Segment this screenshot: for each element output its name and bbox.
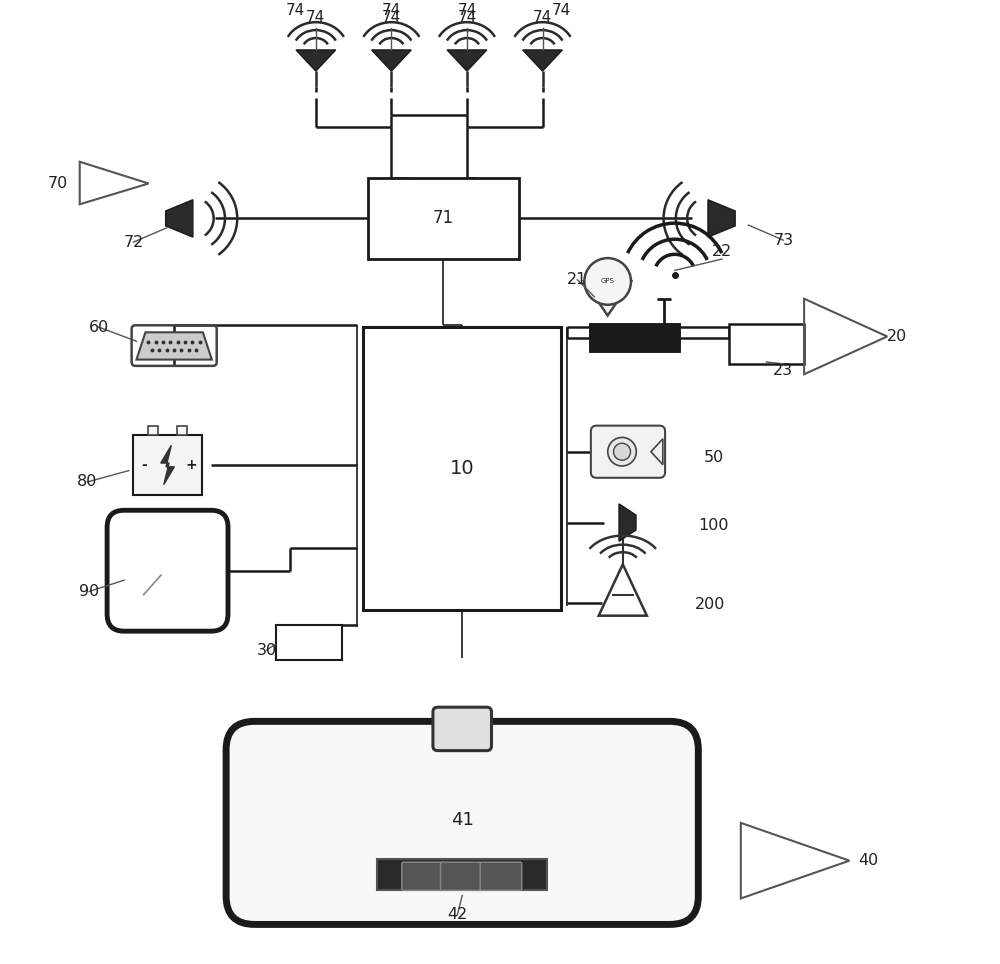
Circle shape: [614, 443, 631, 460]
FancyBboxPatch shape: [440, 862, 482, 891]
Text: 100: 100: [698, 518, 729, 533]
FancyBboxPatch shape: [591, 326, 679, 351]
FancyBboxPatch shape: [107, 510, 228, 631]
FancyBboxPatch shape: [433, 708, 491, 751]
FancyBboxPatch shape: [133, 435, 202, 495]
Text: 200: 200: [694, 598, 725, 612]
Text: 74: 74: [382, 10, 401, 25]
FancyBboxPatch shape: [276, 625, 342, 660]
Text: 20: 20: [887, 329, 907, 344]
FancyBboxPatch shape: [591, 426, 665, 478]
Text: 74: 74: [382, 3, 401, 18]
Text: +: +: [185, 458, 197, 472]
FancyBboxPatch shape: [368, 178, 519, 258]
Circle shape: [608, 438, 636, 466]
Text: 60: 60: [88, 319, 109, 335]
Text: 30: 30: [257, 643, 277, 657]
Text: 74: 74: [533, 10, 552, 25]
Text: 74: 74: [285, 3, 305, 18]
Polygon shape: [161, 445, 174, 485]
Text: 80: 80: [77, 474, 97, 490]
Polygon shape: [166, 200, 193, 237]
Polygon shape: [523, 50, 562, 71]
Text: 10: 10: [450, 459, 475, 478]
Circle shape: [584, 258, 631, 305]
Text: 72: 72: [123, 234, 144, 250]
Text: 42: 42: [447, 907, 468, 922]
Text: GPS: GPS: [601, 279, 615, 284]
Text: 22: 22: [712, 244, 732, 259]
Text: 40: 40: [858, 853, 878, 869]
FancyBboxPatch shape: [377, 859, 547, 891]
Text: 90: 90: [79, 584, 99, 599]
FancyBboxPatch shape: [226, 721, 698, 924]
Text: 74: 74: [457, 3, 477, 18]
Polygon shape: [708, 200, 735, 237]
Polygon shape: [651, 439, 663, 465]
Polygon shape: [447, 50, 487, 71]
Polygon shape: [619, 504, 636, 541]
Text: 74: 74: [457, 10, 477, 25]
Text: 70: 70: [48, 176, 68, 191]
Text: 23: 23: [773, 363, 793, 378]
Text: 73: 73: [773, 232, 793, 248]
Text: 74: 74: [552, 3, 571, 18]
FancyBboxPatch shape: [402, 862, 443, 891]
FancyBboxPatch shape: [480, 862, 522, 891]
Text: 71: 71: [433, 209, 454, 228]
Text: 50: 50: [703, 450, 724, 465]
FancyBboxPatch shape: [363, 327, 561, 610]
Text: 21: 21: [567, 272, 588, 287]
Polygon shape: [584, 281, 631, 315]
Polygon shape: [372, 50, 411, 71]
FancyBboxPatch shape: [177, 426, 187, 435]
FancyBboxPatch shape: [729, 324, 804, 363]
Text: 41: 41: [451, 811, 474, 829]
Text: -: -: [141, 458, 147, 472]
Polygon shape: [136, 333, 212, 360]
FancyBboxPatch shape: [148, 426, 158, 435]
Text: 74: 74: [306, 10, 325, 25]
Polygon shape: [296, 50, 336, 71]
